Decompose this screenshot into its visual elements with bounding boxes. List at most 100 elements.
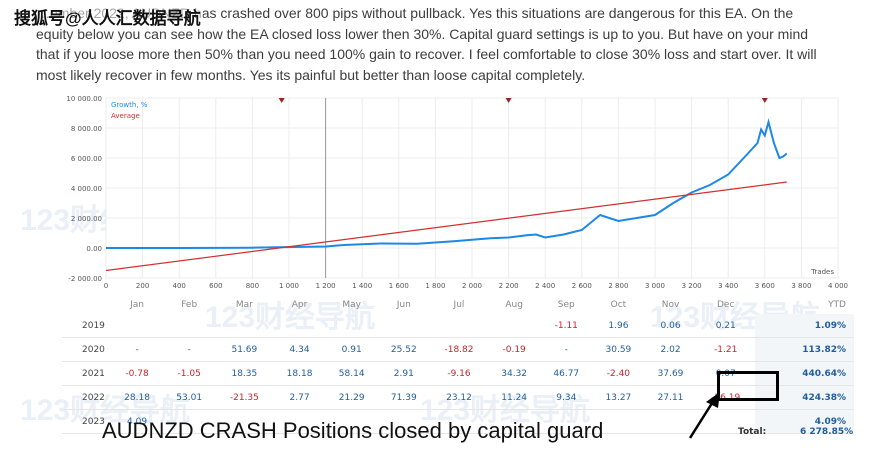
monthly-value: 37.69: [644, 361, 697, 386]
month-header: Mar: [235, 300, 253, 310]
event-marker: [278, 98, 285, 103]
table-row: 2022 28.18 53.01 -21.35 2.77 21.29 71.39 23.12 1…: [62, 385, 854, 410]
monthly-value: 21.29: [325, 385, 378, 410]
row-year: 2021: [62, 361, 111, 386]
x-tick-label: 2 000: [462, 282, 482, 290]
monthly-value: 13.27: [592, 385, 645, 410]
growth-series-line: [106, 118, 788, 249]
monthly-value: [429, 409, 489, 434]
event-marker: [761, 98, 768, 103]
monthly-value: [111, 314, 164, 338]
monthly-value: 34.32: [488, 361, 541, 386]
monthly-value: 51.69: [215, 337, 274, 362]
monthly-value: [325, 314, 378, 338]
month-header: Aug: [505, 300, 523, 310]
monthly-value: 0.21: [696, 314, 755, 338]
row-year: 2023: [62, 409, 111, 434]
monthly-value: -18.82: [429, 337, 489, 362]
article-paragraph: …ember 2022, AUDNZD has crashed over 800…: [36, 3, 836, 85]
x-tick-label: 3 000: [645, 282, 665, 290]
x-tick-label: 1 000: [279, 282, 299, 290]
monthly-value: 25.52: [377, 337, 430, 362]
monthly-value: -1.11: [540, 314, 593, 338]
monthly-value: [488, 409, 541, 434]
monthly-value: -: [163, 337, 216, 362]
monthly-value: [644, 409, 697, 434]
monthly-value: -: [111, 337, 164, 362]
monthly-value: 4.34: [273, 337, 326, 362]
monthly-value: [592, 409, 645, 434]
y-tick-label: 8 000.00: [71, 125, 102, 133]
monthly-value: -9.16: [429, 361, 489, 386]
monthly-value: [540, 409, 593, 434]
ytd-header: YTD: [828, 300, 846, 310]
monthly-value: 2.77: [273, 385, 326, 410]
y-tick-label: 0.00: [86, 245, 102, 253]
monthly-value: 2.02: [644, 337, 697, 362]
monthly-value: 28.18: [111, 385, 164, 410]
month-header: Jul: [453, 300, 465, 310]
table-row: 2023 4.09 4.09%: [62, 409, 854, 434]
monthly-value: -26.19: [696, 385, 755, 410]
monthly-value: -0.78: [111, 361, 164, 386]
x-tick-label: 1 800: [425, 282, 445, 290]
x-tick-label: 0: [104, 282, 108, 290]
x-tick-label: 200: [136, 282, 149, 290]
ytd-value: 424.38%: [754, 385, 854, 410]
ytd-value: 113.82%: [754, 337, 854, 362]
legend-average: Average: [111, 112, 140, 120]
x-tick-label: 1 200: [316, 282, 336, 290]
article-line: that if you loose more then 50% than you…: [36, 46, 817, 62]
monthly-value: 27.11: [644, 385, 697, 410]
month-header: Oct: [610, 300, 627, 310]
monthly-value: 2.91: [377, 361, 430, 386]
monthly-value: [273, 409, 326, 434]
x-tick-label: 400: [173, 282, 186, 290]
x-unit-label: Trades: [810, 268, 834, 276]
x-tick-label: 1 400: [352, 282, 372, 290]
table-row: 2019 -1.11 1.96 0.06 0.21 1.09%: [62, 314, 854, 338]
y-tick-label: 6 000.00: [71, 155, 102, 163]
monthly-value: 53.01: [163, 385, 216, 410]
x-tick-label: 3 400: [718, 282, 738, 290]
article-line: …ember 2022, AUDNZD has crashed over 800…: [36, 5, 794, 21]
month-header: May: [342, 300, 361, 310]
x-tick-label: 3 800: [791, 282, 811, 290]
monthly-value: [325, 409, 378, 434]
pointer-arrow: [688, 392, 720, 439]
monthly-value: -21.35: [215, 385, 274, 410]
total-value: 6 278.85%: [800, 427, 854, 437]
monthly-value: 23.12: [429, 385, 489, 410]
monthly-value: 46.77: [540, 361, 593, 386]
monthly-value: 18.18: [273, 361, 326, 386]
x-tick-label: 2 800: [608, 282, 628, 290]
monthly-value: [163, 314, 216, 338]
monthly-value: -0.19: [488, 337, 541, 362]
monthly-value: 0.06: [644, 314, 697, 338]
table-row: 2021 -0.78 -1.05 18.35 18.18 58.14 2.91 -9.16 34…: [62, 361, 854, 386]
monthly-value: -1.05: [163, 361, 216, 386]
monthly-value: 9.34: [540, 385, 593, 410]
month-header: Nov: [661, 300, 680, 310]
monthly-value: -2.40: [592, 361, 645, 386]
x-tick-label: 3 600: [755, 282, 775, 290]
monthly-value: [215, 409, 274, 434]
monthly-value: [429, 314, 489, 338]
monthly-value: -1.21: [696, 337, 755, 362]
x-tick-label: 1 600: [389, 282, 409, 290]
monthly-value: [163, 409, 216, 434]
x-tick-label: 2 400: [535, 282, 555, 290]
monthly-value: [377, 314, 430, 338]
x-tick-label: 800: [246, 282, 259, 290]
monthly-value: 11.24: [488, 385, 541, 410]
month-header: Sep: [557, 300, 575, 310]
monthly-value: [488, 314, 541, 338]
monthly-value: 58.14: [325, 361, 378, 386]
table-row: 2020- -51.69 4.34 0.91 25.52 -18.82 -0.19-30.5…: [62, 337, 854, 362]
monthly-value: [215, 314, 274, 338]
monthly-performance-table: Jan Feb Mar Apr May Jun Jul Aug Sep Oct Nov Dec YTD …: [62, 296, 854, 434]
article-line: equity below you can see how the EA clos…: [36, 25, 809, 42]
ytd-value: 4.09%: [754, 409, 854, 434]
y-tick-label: 2 000.00: [71, 215, 102, 223]
y-tick-label: -2 000.00: [68, 275, 102, 283]
